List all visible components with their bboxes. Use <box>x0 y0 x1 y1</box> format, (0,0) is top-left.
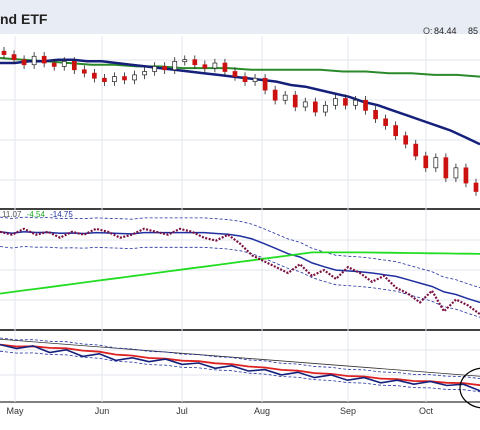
candle <box>272 89 278 101</box>
middle-panel <box>0 216 480 318</box>
candle <box>41 55 47 64</box>
open-label: O: <box>423 26 433 36</box>
candle <box>353 99 358 106</box>
candle <box>11 54 17 61</box>
moving-average-short <box>0 58 480 146</box>
candle <box>333 98 338 106</box>
candle <box>21 59 27 66</box>
red-line <box>0 343 480 387</box>
candle <box>343 98 348 106</box>
legend-value-1: 11.07 <box>2 210 22 219</box>
candle <box>252 77 258 82</box>
candle <box>142 71 147 76</box>
candle <box>31 55 37 66</box>
candle <box>81 69 87 74</box>
candle <box>302 101 308 108</box>
candle <box>122 76 127 81</box>
candle <box>152 66 157 72</box>
candle <box>232 71 238 77</box>
candle <box>413 143 419 157</box>
indicator-legend: 11.07 -4.54 -14.75 <box>2 210 73 219</box>
candle <box>192 59 198 66</box>
price-panel <box>0 46 480 196</box>
trend-line <box>0 338 480 377</box>
high-value-fragment: 85 <box>468 26 478 36</box>
chart-title: nd ETF <box>0 11 48 27</box>
candle <box>473 182 479 192</box>
band-middle <box>0 231 480 304</box>
candle <box>172 60 178 71</box>
x-axis: May Jun Jul Aug Sep Oct <box>6 406 433 416</box>
candle <box>383 118 388 126</box>
bottom-series <box>0 343 480 392</box>
band-upper <box>0 216 480 289</box>
candle <box>92 72 97 79</box>
legend-value-2: -4.54 <box>27 210 46 219</box>
grid <box>0 36 480 402</box>
candle <box>182 59 188 63</box>
candle <box>112 76 117 82</box>
candle <box>433 157 439 169</box>
band-lower <box>0 246 480 318</box>
header-bar <box>0 0 480 34</box>
x-tick-label: Oct <box>419 406 434 416</box>
candle <box>102 77 107 82</box>
x-tick-label: Jul <box>176 406 188 416</box>
open-value: 84.44 <box>434 26 457 36</box>
candle <box>453 167 459 179</box>
candle <box>1 50 7 55</box>
bottom-band-upper <box>0 337 480 379</box>
bottom-band-lower <box>0 350 480 393</box>
candle <box>312 101 318 113</box>
candle <box>282 94 288 101</box>
x-tick-label: May <box>6 406 24 416</box>
candle <box>463 167 469 184</box>
legend-value-3: -14.75 <box>50 210 73 219</box>
x-tick-label: Sep <box>340 406 356 416</box>
candle <box>393 125 399 137</box>
candle <box>202 64 208 69</box>
candle <box>71 60 77 71</box>
candle <box>363 99 368 111</box>
candle <box>403 135 409 145</box>
candle <box>262 77 268 91</box>
annotation-circle <box>459 367 480 409</box>
candle <box>443 157 449 179</box>
candle <box>51 62 57 67</box>
candle <box>132 74 137 81</box>
candle <box>423 155 429 169</box>
candle <box>242 76 248 82</box>
candle <box>292 94 298 108</box>
dotted-series <box>0 227 480 316</box>
candle <box>323 104 328 113</box>
candle <box>162 66 168 71</box>
candle <box>373 110 378 120</box>
x-tick-label: Aug <box>254 406 270 416</box>
green-line <box>0 251 480 295</box>
candle <box>61 60 67 67</box>
candle <box>212 62 218 69</box>
x-tick-label: Jun <box>95 406 110 416</box>
moving-average-long <box>0 57 480 78</box>
bottom-panel <box>0 337 480 393</box>
candle <box>222 62 228 72</box>
